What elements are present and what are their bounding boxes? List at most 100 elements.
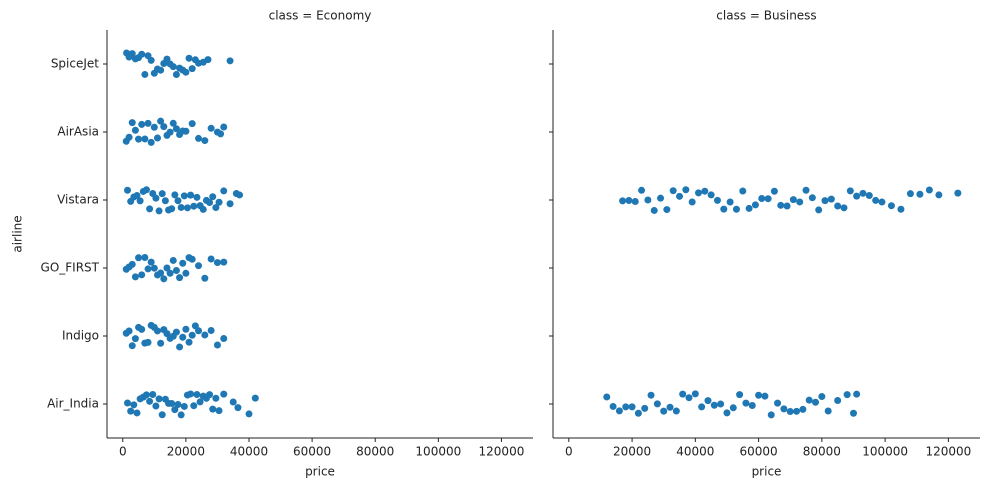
point bbox=[125, 133, 133, 141]
point bbox=[685, 394, 693, 402]
x-tick-label: 120000 bbox=[925, 445, 971, 459]
point bbox=[182, 127, 190, 135]
point bbox=[897, 205, 905, 213]
point bbox=[770, 187, 778, 195]
point bbox=[707, 191, 715, 199]
point bbox=[174, 400, 182, 408]
point bbox=[172, 266, 180, 274]
facet-title: class = Economy bbox=[269, 9, 372, 23]
point bbox=[217, 130, 225, 138]
point bbox=[748, 402, 756, 410]
point bbox=[672, 407, 680, 415]
point bbox=[176, 274, 184, 282]
point bbox=[688, 198, 696, 206]
point bbox=[834, 202, 842, 210]
point bbox=[142, 391, 150, 399]
x-tick-label: 0 bbox=[565, 445, 573, 459]
point bbox=[142, 186, 150, 194]
point bbox=[679, 390, 687, 398]
point bbox=[631, 198, 639, 206]
y-axis-label: airline bbox=[11, 215, 25, 252]
point bbox=[144, 119, 152, 127]
point bbox=[710, 401, 718, 409]
point bbox=[128, 260, 136, 268]
point bbox=[180, 192, 188, 200]
point bbox=[188, 65, 196, 73]
y-tick-label: Indigo bbox=[62, 329, 99, 343]
point bbox=[147, 138, 155, 146]
point bbox=[131, 126, 139, 134]
point bbox=[169, 119, 177, 127]
point bbox=[701, 187, 709, 195]
point bbox=[821, 197, 829, 205]
point bbox=[207, 255, 215, 263]
point bbox=[676, 192, 684, 200]
point bbox=[628, 403, 636, 411]
point bbox=[780, 405, 788, 413]
point bbox=[717, 400, 725, 408]
point bbox=[128, 50, 136, 58]
point bbox=[152, 194, 160, 202]
point bbox=[193, 193, 201, 201]
point bbox=[634, 409, 642, 417]
point bbox=[179, 259, 187, 267]
x-tick-label: 60000 bbox=[739, 445, 777, 459]
point bbox=[124, 186, 132, 194]
point bbox=[160, 275, 168, 283]
point bbox=[160, 123, 168, 131]
point bbox=[220, 390, 228, 398]
point bbox=[609, 402, 617, 410]
point bbox=[138, 120, 146, 128]
point bbox=[188, 255, 196, 263]
x-tick-label: 80000 bbox=[356, 445, 394, 459]
point bbox=[215, 198, 223, 206]
point bbox=[713, 196, 721, 204]
point bbox=[213, 341, 221, 349]
point bbox=[220, 187, 228, 195]
point bbox=[653, 400, 661, 408]
point bbox=[812, 398, 820, 406]
point bbox=[207, 124, 215, 132]
point bbox=[682, 186, 690, 194]
y-tick-label: GO_FIRST bbox=[41, 261, 100, 275]
x-tick-label: 40000 bbox=[230, 445, 268, 459]
point bbox=[155, 207, 163, 215]
point bbox=[155, 395, 163, 403]
point bbox=[887, 202, 895, 210]
point bbox=[188, 331, 196, 339]
point bbox=[177, 203, 185, 211]
point bbox=[209, 405, 217, 413]
point bbox=[185, 338, 193, 346]
point bbox=[138, 325, 146, 333]
point bbox=[213, 259, 221, 267]
point bbox=[846, 187, 854, 195]
point bbox=[201, 274, 209, 282]
point bbox=[174, 197, 182, 205]
point bbox=[146, 205, 154, 213]
point bbox=[128, 119, 136, 127]
x-axis-label: price bbox=[752, 465, 782, 479]
point bbox=[207, 326, 215, 334]
point bbox=[204, 56, 212, 64]
point bbox=[169, 63, 177, 71]
facet-title: class = Business bbox=[716, 9, 816, 23]
point bbox=[182, 325, 190, 333]
point bbox=[180, 402, 188, 410]
point bbox=[187, 390, 195, 398]
point bbox=[127, 407, 135, 415]
point bbox=[720, 205, 728, 213]
point bbox=[166, 128, 174, 136]
point bbox=[166, 269, 174, 277]
point bbox=[172, 328, 180, 336]
point bbox=[144, 338, 152, 346]
point bbox=[135, 254, 143, 262]
point bbox=[124, 399, 132, 407]
point bbox=[815, 206, 823, 214]
point bbox=[206, 198, 214, 206]
point bbox=[161, 197, 169, 205]
point bbox=[777, 201, 785, 209]
point bbox=[185, 54, 193, 62]
point bbox=[196, 398, 204, 406]
point bbox=[215, 407, 223, 415]
point bbox=[187, 191, 195, 199]
